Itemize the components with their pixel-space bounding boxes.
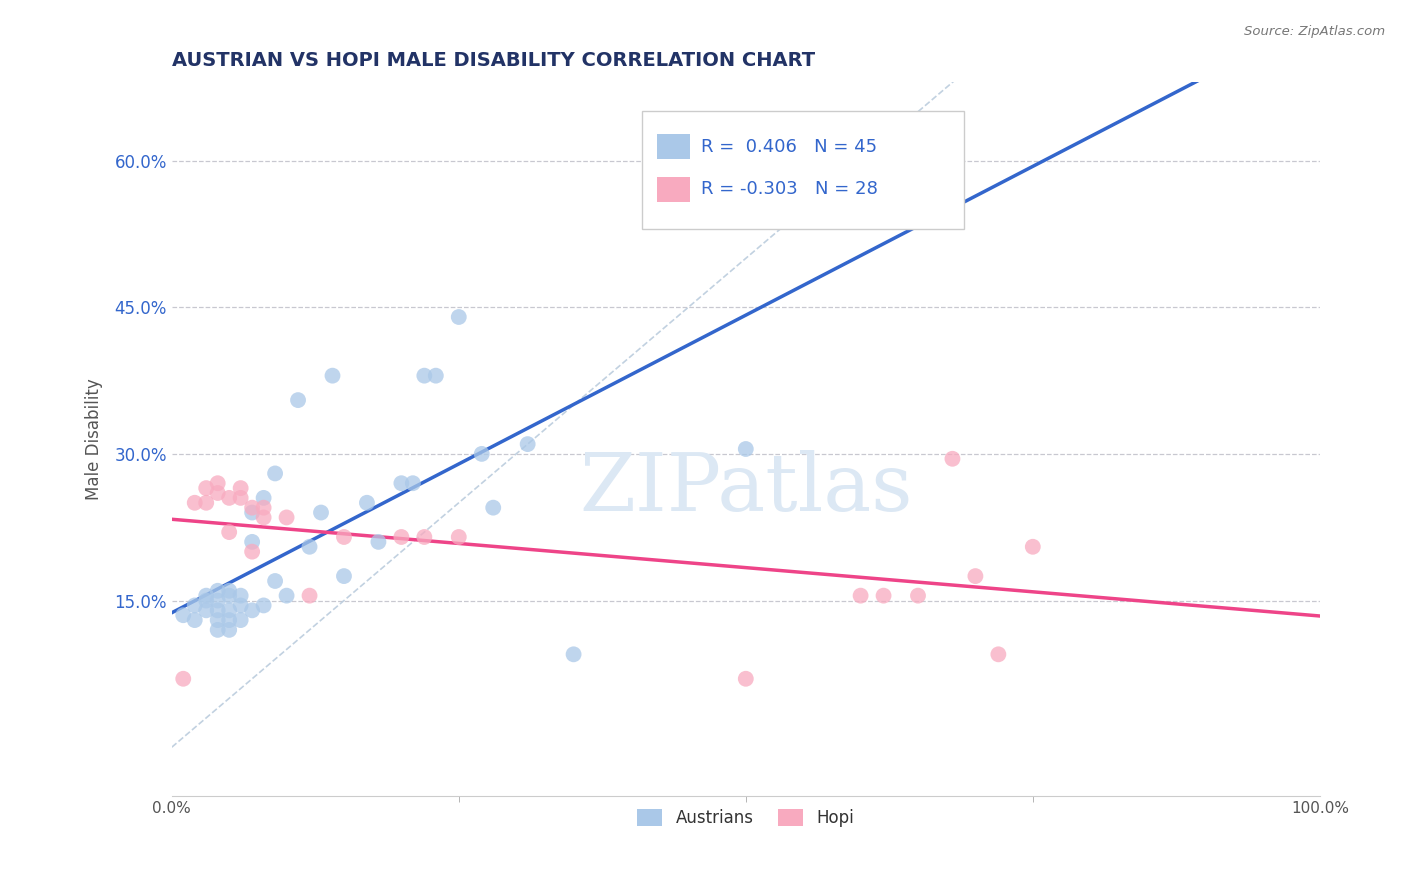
Point <box>872 589 894 603</box>
Point <box>240 534 263 549</box>
Point <box>195 481 218 495</box>
Point <box>195 589 218 603</box>
Point <box>240 506 263 520</box>
Point <box>195 496 218 510</box>
Point <box>321 368 343 383</box>
Point <box>184 613 207 627</box>
Point <box>333 530 356 544</box>
Point <box>252 491 274 505</box>
Point <box>425 368 447 383</box>
Point <box>195 603 218 617</box>
Point <box>218 583 240 598</box>
Point <box>758 153 780 168</box>
Point <box>413 368 436 383</box>
Text: ZIPatlas: ZIPatlas <box>579 450 912 528</box>
Point <box>516 437 538 451</box>
Point <box>987 648 1010 662</box>
Point <box>402 476 425 491</box>
Point <box>207 623 229 637</box>
Point <box>229 491 252 505</box>
Text: R = -0.303   N = 28: R = -0.303 N = 28 <box>702 180 877 198</box>
Point <box>941 451 963 466</box>
Point <box>240 603 263 617</box>
Point <box>447 310 470 324</box>
Point <box>389 476 412 491</box>
Point <box>207 476 229 491</box>
Point <box>298 589 321 603</box>
Point <box>218 589 240 603</box>
Point <box>333 569 356 583</box>
Point <box>298 540 321 554</box>
Point <box>240 544 263 558</box>
Point <box>309 506 332 520</box>
Legend: Austrians, Hopi: Austrians, Hopi <box>630 803 860 834</box>
Point <box>367 534 389 549</box>
FancyBboxPatch shape <box>658 134 689 160</box>
Point <box>276 589 298 603</box>
FancyBboxPatch shape <box>643 111 965 228</box>
Point <box>207 603 229 617</box>
Point <box>229 589 252 603</box>
Point <box>447 530 470 544</box>
Point <box>413 530 436 544</box>
Point <box>734 442 756 456</box>
Point <box>264 467 287 481</box>
Point <box>195 593 218 607</box>
Point <box>471 447 494 461</box>
Point <box>389 530 412 544</box>
Point <box>252 599 274 613</box>
Point <box>218 603 240 617</box>
Point <box>287 393 309 408</box>
Point <box>207 486 229 500</box>
Point <box>207 613 229 627</box>
Y-axis label: Male Disability: Male Disability <box>86 378 103 500</box>
Point <box>218 525 240 540</box>
Point <box>264 574 287 588</box>
Point <box>734 672 756 686</box>
Point <box>276 510 298 524</box>
Point <box>482 500 505 515</box>
Point <box>218 491 240 505</box>
Point <box>252 510 274 524</box>
Point <box>172 672 194 686</box>
Point <box>849 589 872 603</box>
Point <box>965 569 987 583</box>
Point <box>218 623 240 637</box>
Point <box>229 613 252 627</box>
Point <box>184 496 207 510</box>
Point <box>207 583 229 598</box>
Point <box>562 648 585 662</box>
Point <box>229 599 252 613</box>
Point <box>229 481 252 495</box>
Point <box>172 608 194 623</box>
Point <box>1022 540 1045 554</box>
Point <box>218 613 240 627</box>
Text: AUSTRIAN VS HOPI MALE DISABILITY CORRELATION CHART: AUSTRIAN VS HOPI MALE DISABILITY CORRELA… <box>172 51 815 70</box>
Point <box>907 589 929 603</box>
Text: Source: ZipAtlas.com: Source: ZipAtlas.com <box>1244 25 1385 38</box>
FancyBboxPatch shape <box>658 177 689 202</box>
Point <box>252 500 274 515</box>
Point <box>184 599 207 613</box>
Point <box>207 593 229 607</box>
Text: R =  0.406   N = 45: R = 0.406 N = 45 <box>702 137 877 155</box>
Point <box>240 500 263 515</box>
Point <box>356 496 378 510</box>
